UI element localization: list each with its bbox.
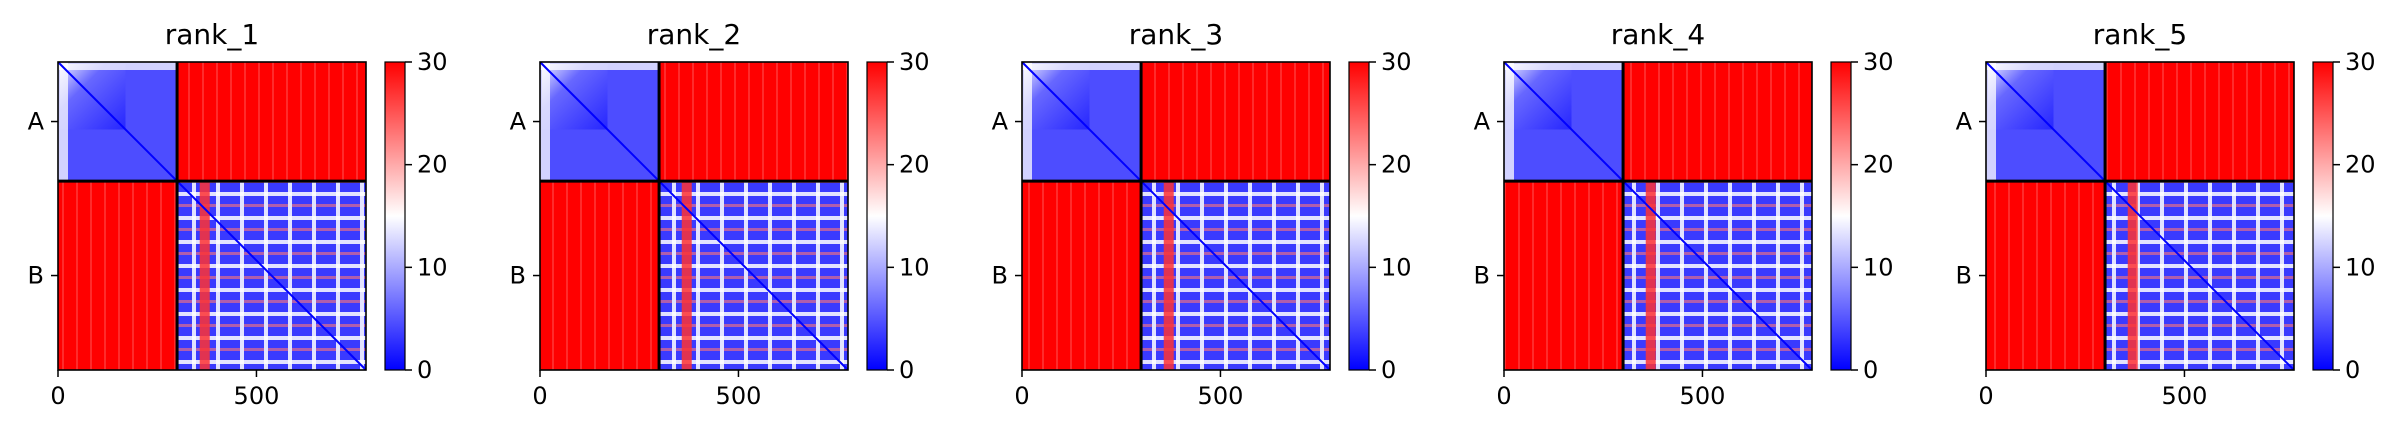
heatmap-block-a-a-edge xyxy=(1504,62,1624,70)
colorbar-tick-label: 10 xyxy=(417,253,448,281)
panel-title: rank_4 xyxy=(1611,18,1705,51)
panel-title: rank_5 xyxy=(2093,18,2187,51)
heatmap-block-a-a-edge xyxy=(540,62,660,70)
heatmap-block-b-b-band xyxy=(1645,181,1656,370)
heatmap-block-a-a-edge xyxy=(1986,62,1996,182)
colorbar-tick-label: 0 xyxy=(417,356,432,384)
panel-title: rank_3 xyxy=(1129,18,1223,51)
x-tick-label: 500 xyxy=(234,382,280,410)
colorbar-tick-label: 0 xyxy=(899,356,914,384)
colorbar-tick-label: 30 xyxy=(899,48,930,76)
heatmap-block-a-a-edge xyxy=(1022,62,1032,182)
colorbar-tick-label: 20 xyxy=(417,151,448,179)
colorbar-tick-label: 20 xyxy=(2345,151,2376,179)
panel-rank_5: rank_5 A B 0 500 0 10 20 30 xyxy=(1956,18,2376,410)
colorbar-tick-label: 30 xyxy=(417,48,448,76)
colorbar-tick-label: 0 xyxy=(1381,356,1396,384)
y-tick-label: B xyxy=(1474,262,1490,290)
heatmap-block-a-a-edge xyxy=(1504,62,1514,182)
panel-rank_3: rank_3 A B 0 500 0 10 20 30 xyxy=(992,18,1412,410)
heatmap-diagonal xyxy=(1985,61,2295,371)
heatmap-block-a-a-edge xyxy=(1986,62,2106,70)
y-tick-label: B xyxy=(510,262,526,290)
panel-rank_1: rank_1 A B 0 500 0 10 20 30 xyxy=(28,18,448,410)
heatmap-block-a-a-edge xyxy=(58,62,68,182)
colorbar-tick-label: 0 xyxy=(1863,356,1878,384)
plot-frame xyxy=(57,61,367,371)
colorbar-tick-label: 30 xyxy=(1863,48,1894,76)
y-tick-label: A xyxy=(510,108,527,136)
colorbar-tick-label: 10 xyxy=(2345,253,2376,281)
y-tick-label: A xyxy=(28,108,45,136)
heatmap-diagonal xyxy=(1503,61,1813,371)
colorbar xyxy=(867,62,887,370)
x-tick-label: 0 xyxy=(1496,382,1511,410)
x-tick-label: 0 xyxy=(1014,382,1029,410)
colorbar-tick-label: 20 xyxy=(899,151,930,179)
plot-frame xyxy=(539,61,849,371)
heatmap-block-a-a-edge xyxy=(1022,62,1142,70)
heatmap-block-b-b-band xyxy=(681,181,692,370)
panel-rank_4: rank_4 A B 0 500 0 10 20 30 xyxy=(1474,18,1894,410)
heatmap-diagonal xyxy=(539,61,849,371)
colorbar xyxy=(1831,62,1851,370)
plot-frame xyxy=(1021,61,1331,371)
heatmap-block-b-b-band xyxy=(2127,181,2138,370)
colorbar-frame xyxy=(866,61,888,371)
x-tick-label: 0 xyxy=(1978,382,1993,410)
heatmap-diagonal xyxy=(57,61,367,371)
y-tick-label: B xyxy=(1956,262,1972,290)
y-tick-label: A xyxy=(1474,108,1491,136)
colorbar-frame xyxy=(1348,61,1370,371)
x-tick-label: 500 xyxy=(1198,382,1244,410)
x-tick-label: 0 xyxy=(532,382,547,410)
colorbar-tick-label: 20 xyxy=(1381,151,1412,179)
colorbar xyxy=(1349,62,1369,370)
colorbar-tick-label: 10 xyxy=(1381,253,1412,281)
y-tick-label: B xyxy=(992,262,1008,290)
panel-title: rank_1 xyxy=(165,18,259,51)
colorbar-tick-label: 20 xyxy=(1863,151,1894,179)
y-tick-label: A xyxy=(992,108,1009,136)
heatmap-diagonal xyxy=(1021,61,1331,371)
colorbar-tick-label: 30 xyxy=(1381,48,1412,76)
colorbar-tick-label: 10 xyxy=(899,253,930,281)
heatmap-block-a-a-edge xyxy=(540,62,550,182)
colorbar-frame xyxy=(2312,61,2334,371)
colorbar xyxy=(385,62,405,370)
x-tick-label: 500 xyxy=(2162,382,2208,410)
x-tick-label: 500 xyxy=(716,382,762,410)
plot-frame xyxy=(1503,61,1813,371)
colorbar-frame xyxy=(1830,61,1852,371)
y-tick-label: B xyxy=(28,262,44,290)
heatmap-block-b-b-band xyxy=(199,181,210,370)
colorbar xyxy=(2313,62,2333,370)
x-tick-label: 0 xyxy=(50,382,65,410)
colorbar-tick-label: 10 xyxy=(1863,253,1894,281)
x-tick-label: 500 xyxy=(1680,382,1726,410)
y-tick-label: A xyxy=(1956,108,1973,136)
colorbar-tick-label: 30 xyxy=(2345,48,2376,76)
plot-frame xyxy=(1985,61,2295,371)
heatmap-block-b-b-band xyxy=(1163,181,1174,370)
colorbar-frame xyxy=(384,61,406,371)
heatmap-block-a-a-edge xyxy=(58,62,178,70)
colorbar-tick-label: 0 xyxy=(2345,356,2360,384)
panel-title: rank_2 xyxy=(647,18,741,51)
panel-rank_2: rank_2 A B 0 500 0 10 20 30 xyxy=(510,18,930,410)
